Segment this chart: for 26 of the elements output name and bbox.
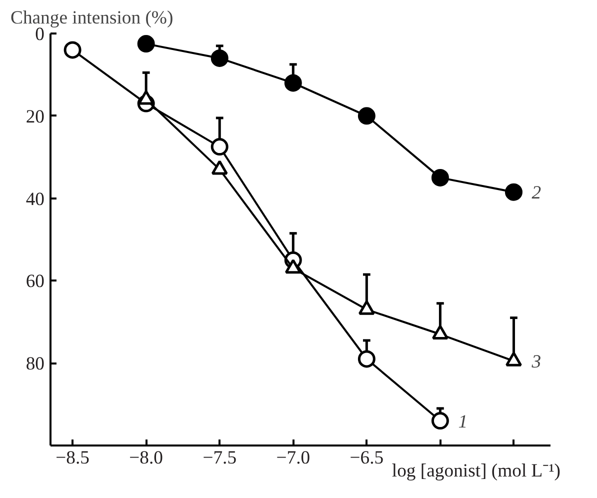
point — [210, 49, 228, 67]
point — [284, 74, 302, 92]
point — [284, 259, 302, 274]
point — [358, 350, 376, 368]
series-label: 2 — [532, 182, 542, 204]
y-tick-label: 80 — [26, 354, 44, 375]
x-tick-label: −7.0 — [276, 448, 310, 468]
point — [432, 324, 448, 340]
y-tick-label: 40 — [26, 188, 44, 210]
point — [210, 138, 228, 156]
x-tick-label: −8.5 — [56, 448, 90, 468]
point — [358, 300, 375, 315]
point — [504, 183, 522, 201]
x-tick-label: −6.5 — [350, 448, 384, 468]
point — [64, 41, 82, 59]
x-tick-label: −8.0 — [129, 448, 164, 468]
point — [431, 168, 449, 186]
x-axis-title: log [agonist] (mol L⁻¹) — [392, 460, 561, 482]
series-label: 1 — [458, 411, 468, 432]
x-tick-label: −7.5 — [202, 448, 237, 468]
series-label: 3 — [530, 352, 542, 373]
y-tick-label: 20 — [26, 106, 44, 128]
point — [505, 352, 522, 366]
point — [137, 35, 155, 53]
y-tick-label: 60 — [26, 271, 44, 292]
point — [358, 107, 376, 125]
